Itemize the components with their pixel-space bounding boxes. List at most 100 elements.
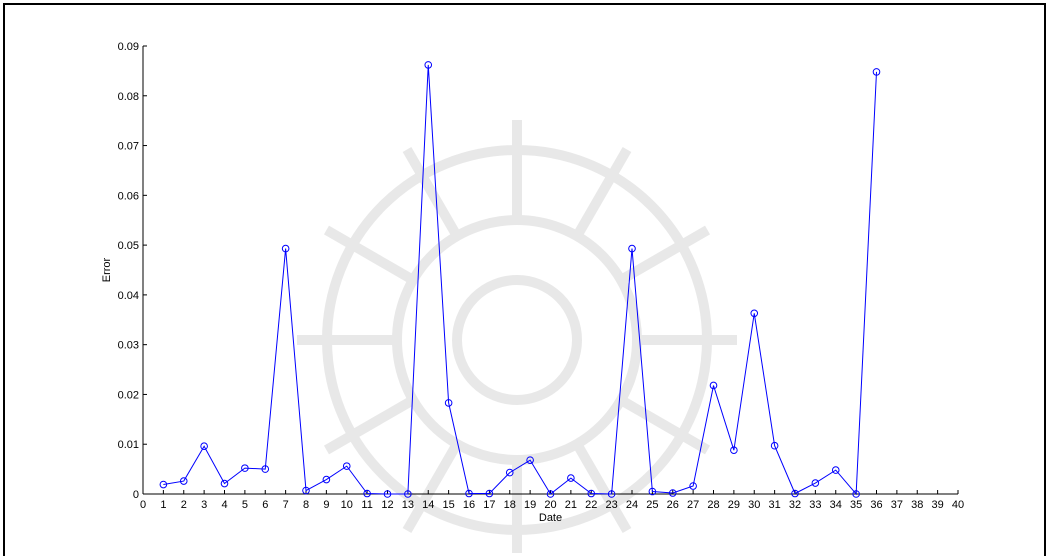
x-tick-label: 35 [850, 499, 862, 511]
data-point [811, 479, 820, 487]
x-tick-label: 4 [221, 499, 227, 511]
data-point [281, 244, 290, 253]
data-point [322, 475, 331, 484]
data-point [668, 489, 677, 497]
series-layer [159, 61, 881, 498]
x-tick-label: 10 [341, 499, 353, 511]
x-tick-label: 36 [870, 499, 882, 511]
data-point [159, 480, 168, 489]
x-tick-label: 0 [140, 499, 146, 511]
x-axis-label: Date [539, 512, 562, 524]
x-tick-label: 23 [606, 499, 618, 511]
y-tick-label: 0.01 [118, 439, 139, 451]
y-tick-label: 0.04 [118, 290, 139, 302]
x-tick-label: 2 [181, 499, 187, 511]
data-point [730, 446, 738, 454]
watermark-ray [323, 225, 416, 285]
data-point [465, 489, 473, 498]
data-point [567, 474, 575, 482]
data-point [526, 456, 534, 464]
figure-frame [3, 3, 1046, 556]
x-tick-label: 40 [952, 499, 964, 511]
watermark-ray [402, 441, 462, 534]
data-point [261, 465, 270, 473]
watermark-ray [402, 146, 462, 239]
data-point [485, 489, 494, 498]
data-point [179, 477, 188, 485]
y-tick-label: 0.07 [118, 141, 139, 153]
data-point [302, 486, 310, 495]
x-tick-label: 37 [891, 499, 903, 511]
x-tick-label: 8 [303, 499, 309, 511]
data-point [342, 462, 351, 470]
x-axis-ticks: 0 1 2 3 4 5 6 7 8 9 10 11 12 13 14 15 16 17 18 19 20 21 22 23 24… [140, 490, 964, 511]
data-point [872, 68, 881, 76]
x-tick-label: 34 [830, 499, 842, 511]
x-tick-label: 5 [242, 499, 248, 511]
data-point [791, 489, 799, 498]
x-tick-label: 6 [262, 499, 268, 511]
data-point [444, 399, 453, 407]
watermark-ray [572, 146, 632, 239]
watermark-ray [618, 395, 711, 455]
data-point [831, 466, 840, 474]
y-tick-label: 0.02 [118, 389, 139, 401]
y-axis-ticks: 0 0.01 0.02 0.03 0.04 0.05 0.06 0.07 0.08 0.09 [118, 41, 147, 501]
data-point [200, 442, 208, 451]
x-tick-label: 11 [361, 499, 372, 511]
x-tick-label: 1 [160, 499, 166, 511]
x-tick-label: 9 [323, 499, 329, 511]
x-tick-label: 14 [422, 499, 434, 511]
x-tick-label: 30 [748, 499, 760, 511]
data-point [587, 489, 596, 498]
x-tick-label: 22 [585, 499, 597, 511]
data-point [241, 464, 249, 472]
data-point [689, 482, 697, 490]
y-axis-label: Error [101, 257, 113, 282]
data-point [363, 489, 371, 498]
axes [142, 46, 958, 495]
x-tick-label: 29 [728, 499, 740, 511]
x-tick-label: 16 [463, 499, 475, 511]
x-tick-label: 21 [565, 499, 577, 511]
data-point [607, 490, 616, 498]
data-point [383, 490, 392, 498]
watermark-ray [618, 225, 711, 285]
data-point [505, 468, 514, 477]
data-point [220, 479, 229, 488]
x-tick-label: 3 [201, 499, 207, 511]
watermark-ray [323, 395, 416, 455]
data-point [852, 490, 860, 498]
x-tick-label: 12 [381, 499, 393, 511]
x-tick-label: 27 [687, 499, 699, 511]
data-point [770, 441, 779, 450]
data-point [750, 309, 759, 318]
series-line [163, 64, 877, 496]
x-tick-label: 25 [646, 499, 658, 511]
y-tick-label: 0.08 [118, 91, 139, 103]
x-tick-label: 28 [707, 499, 719, 511]
x-tick-label: 7 [283, 499, 289, 511]
y-tick-label: 0.06 [118, 190, 139, 202]
y-tick-label: 0.05 [118, 240, 139, 252]
data-point [546, 490, 555, 498]
x-tick-label: 13 [402, 499, 414, 511]
x-tick-label: 15 [443, 499, 455, 511]
x-tick-label: 20 [544, 499, 556, 511]
data-point [709, 381, 718, 390]
watermark-ray [572, 441, 632, 534]
y-tick-label: 0 [133, 489, 139, 501]
x-tick-label: 26 [667, 499, 679, 511]
y-tick-label: 0.03 [118, 340, 139, 352]
data-point [424, 61, 433, 69]
data-point [404, 490, 412, 498]
x-tick-label: 18 [504, 499, 516, 511]
x-tick-label: 31 [769, 499, 781, 511]
x-tick-label: 33 [809, 499, 821, 511]
data-point [648, 487, 657, 496]
y-tick-label: 0.09 [118, 41, 139, 53]
x-tick-label: 38 [911, 499, 923, 511]
x-tick-label: 24 [626, 499, 638, 511]
x-tick-label: 32 [789, 499, 801, 511]
